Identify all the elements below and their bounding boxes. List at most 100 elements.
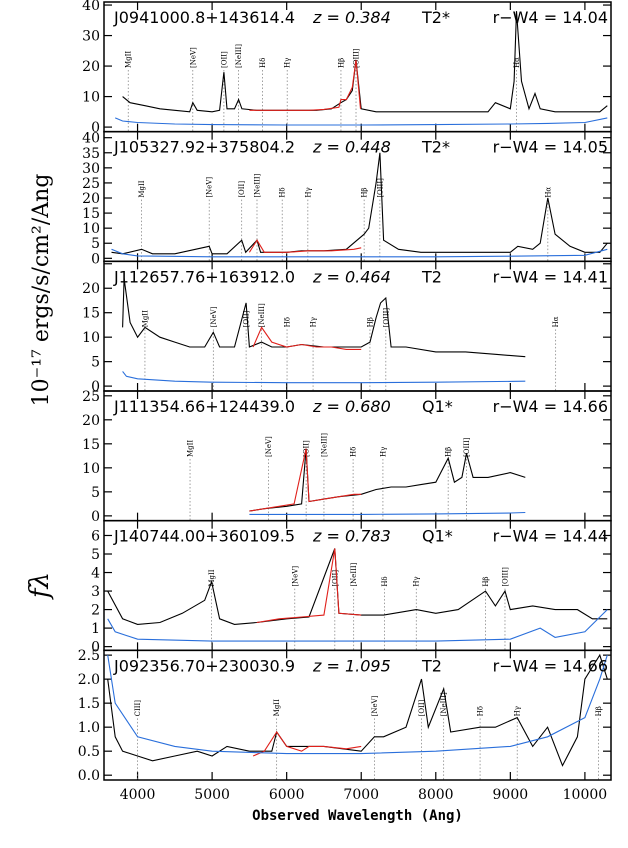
emission-line-label: [OII] [303,440,311,457]
y-tick-label: 10 [82,330,100,346]
emission-line-label: Hβ [361,188,369,198]
y-tick-label: 25 [82,176,100,192]
emission-line-label: Hδ [259,58,267,68]
emission-line-label: [NeV] [189,47,197,68]
y-tick-label: 20 [82,59,100,75]
spectrum [107,653,608,767]
emission-line-label: [NeV] [210,306,218,327]
emission-line-label: [NeIII] [235,44,243,68]
color-index: r−W4 = 14.05 [493,138,608,157]
panel-frame [103,649,612,781]
emission-line-label: [OII] [331,570,339,587]
object-name: J140744.00+360109.5 [113,527,295,546]
x-axis-label: Observed Wavelength (Ang) [252,808,463,824]
emission-line-label: [NeIII] [440,692,448,716]
y-tick-label: 4 [91,566,100,582]
spectra [111,152,608,258]
class: Q1* [422,527,453,546]
emission-line-label: [OIII] [463,437,471,457]
emission-line-label: Hβ [445,447,453,457]
emission-line-label: Hγ [310,317,318,327]
y-tick-label: 40 [82,0,100,14]
y-tick-label: 0.0 [78,768,100,784]
emission-line-label: Hδ [477,706,485,716]
color-index: r−W4 = 14.04 [493,8,608,27]
y-tick-label: 1.0 [78,720,100,736]
class: T2 [421,656,442,675]
spectrum [249,448,526,512]
spectrum [122,11,608,113]
emission-line-label: Hγ [284,58,292,68]
spectrum [249,59,362,111]
spectrum [252,326,362,350]
y-tick-label: 20 [82,191,100,207]
y-tick-label: 0 [91,640,100,656]
y-tick-label: 10 [82,221,100,237]
spectrum [122,278,526,358]
emission-line-label: Hγ [379,447,387,457]
y-tick-label: 0 [91,379,100,395]
x-tick-label: 10000 [563,787,608,803]
x-tick-label: 6000 [269,787,305,803]
y-tick-label: 15 [82,306,100,322]
spectra [107,653,608,767]
emission-line-label: MgII [273,699,281,716]
y-tick-label: 2.5 [78,648,100,664]
emission-line-label: [OIII] [376,178,384,198]
emission-line-label: MgII [187,440,195,457]
emission-line-label: Hβ [482,577,490,587]
color-index: r−W4 = 14.66 [493,397,608,416]
x-tick-label: 7000 [343,787,379,803]
emission-line-label: Hγ [514,706,522,716]
emission-line-label: [NeIII] [350,562,358,586]
spectra [249,448,526,515]
emission-line-label: [OII] [238,181,246,198]
emission-line-label: MgII [138,180,146,197]
y-tick-label: 10 [82,461,100,477]
redshift: z = 1.095 [312,656,391,675]
y-tick-label: 15 [82,437,100,453]
emission-line-label: CIII] [134,700,142,717]
y-axis-symbol: fλ [25,572,55,600]
y-tick-label: 0.5 [78,744,100,760]
emission-line-label: Hγ [304,187,312,197]
x-tick-label: 8000 [418,787,454,803]
spectrum [249,511,526,515]
emission-line-label: [OIII] [501,567,509,587]
spectrum [122,371,526,384]
redshift: z = 0.464 [312,267,391,286]
x-tick-label: 5000 [194,787,230,803]
y-tick-label: 2.0 [78,672,100,688]
y-tick-label: 35 [82,146,100,162]
emission-line-label: [NeIII] [258,303,266,327]
color-index: r−W4 = 14.41 [493,267,608,286]
y-tick-label: 15 [82,206,100,222]
emission-line-label: [OIII] [382,308,390,328]
emission-line-label: Hδ [381,576,389,586]
emission-line-label: Hδ [350,447,358,457]
emission-line-label: [NeIII] [320,433,328,457]
emission-line-label: Hβ [337,58,345,68]
emission-line-label: [OII] [220,51,228,68]
y-tick-label: 20 [82,413,100,429]
y-tick-label: 25 [82,389,100,405]
y-tick-label: 5 [91,547,100,563]
y-tick-label: 5 [91,485,100,501]
y-tick-label: 30 [82,29,100,45]
redshift: z = 0.680 [312,397,391,416]
emission-line-label: [OIII] [353,48,361,68]
emission-line-label: [OII] [243,310,251,327]
emission-line-label: Hα [544,187,552,198]
spectra [122,278,526,384]
spectrum [248,239,362,253]
spectrum [252,731,362,757]
emission-line-label: Hα [552,316,560,327]
y-tick-label: 20 [82,281,100,297]
object-name: J092356.70+230030.9 [113,656,295,675]
class: T2 [421,267,442,286]
spectrum [111,152,608,255]
object-name: J0941000.8+143614.4 [113,8,295,27]
color-index: r−W4 = 14.66 [493,656,608,675]
y-tick-label: 6 [91,528,100,544]
